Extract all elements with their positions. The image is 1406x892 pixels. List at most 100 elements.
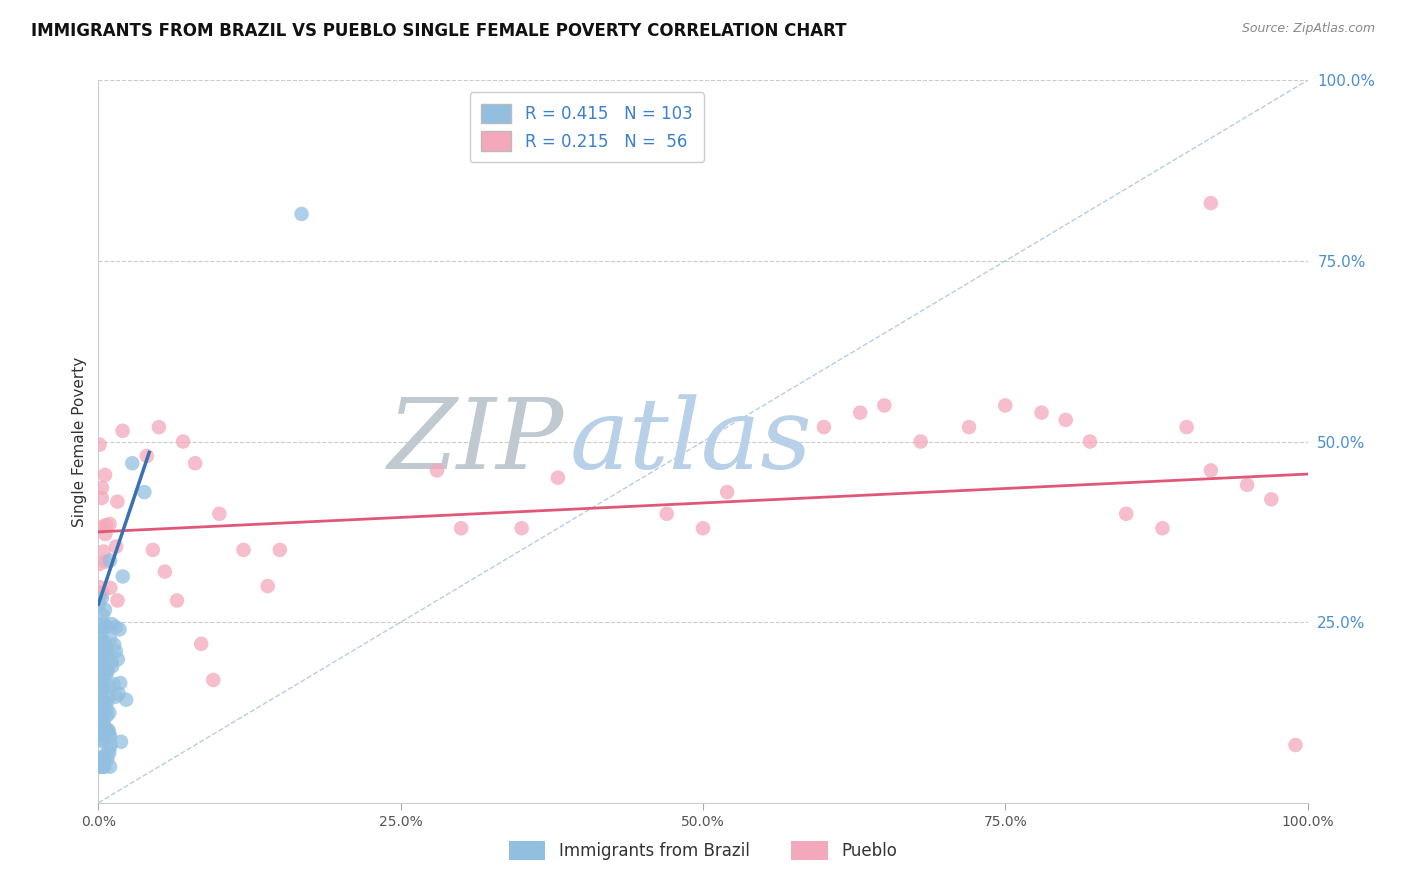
Point xyxy=(93,544,115,558)
Point xyxy=(93,760,115,774)
Legend: Immigrants from Brazil, Pueblo: Immigrants from Brazil, Pueblo xyxy=(502,834,904,867)
Point xyxy=(98,581,121,595)
Point xyxy=(91,657,114,672)
Point xyxy=(994,398,1017,412)
Point xyxy=(1152,521,1174,535)
Point xyxy=(1115,507,1137,521)
Point xyxy=(232,542,254,557)
Point xyxy=(107,652,129,666)
Point xyxy=(107,687,129,701)
Point xyxy=(90,624,112,638)
Point xyxy=(98,706,121,720)
Point xyxy=(256,579,278,593)
Point xyxy=(103,638,125,652)
Point xyxy=(87,717,110,731)
Point xyxy=(716,485,738,500)
Point xyxy=(104,690,127,704)
Point xyxy=(93,658,115,673)
Point xyxy=(873,398,896,412)
Point xyxy=(96,702,118,716)
Point xyxy=(148,420,170,434)
Point xyxy=(97,647,120,661)
Point xyxy=(87,681,110,695)
Point xyxy=(1236,478,1258,492)
Point xyxy=(87,757,110,772)
Point xyxy=(105,540,128,554)
Point xyxy=(134,485,156,500)
Point xyxy=(90,655,112,669)
Point xyxy=(208,507,231,521)
Point xyxy=(1175,420,1198,434)
Point xyxy=(98,742,121,756)
Point xyxy=(90,705,112,719)
Point xyxy=(94,467,117,482)
Point xyxy=(655,507,678,521)
Point xyxy=(90,637,112,651)
Text: IMMIGRANTS FROM BRAZIL VS PUEBLO SINGLE FEMALE POVERTY CORRELATION CHART: IMMIGRANTS FROM BRAZIL VS PUEBLO SINGLE … xyxy=(31,22,846,40)
Point xyxy=(93,760,115,774)
Point xyxy=(957,420,980,434)
Point xyxy=(87,647,110,661)
Point xyxy=(290,207,312,221)
Point xyxy=(104,644,127,658)
Point xyxy=(97,664,120,678)
Point xyxy=(89,752,111,766)
Point xyxy=(115,692,138,706)
Point xyxy=(98,553,121,567)
Point xyxy=(91,646,114,660)
Point xyxy=(87,597,110,611)
Point xyxy=(90,716,112,731)
Point xyxy=(87,727,110,741)
Point xyxy=(89,437,111,451)
Point xyxy=(90,689,112,703)
Point xyxy=(93,752,115,766)
Point xyxy=(142,542,165,557)
Point xyxy=(93,681,115,695)
Point xyxy=(547,470,569,484)
Point xyxy=(89,648,111,662)
Point xyxy=(121,456,143,470)
Point xyxy=(96,696,118,710)
Point xyxy=(202,673,225,687)
Point xyxy=(107,593,129,607)
Point xyxy=(90,698,112,712)
Point xyxy=(89,580,111,594)
Point xyxy=(87,716,110,731)
Point xyxy=(98,726,121,740)
Y-axis label: Single Female Poverty: Single Female Poverty xyxy=(72,357,87,526)
Point xyxy=(89,668,111,682)
Point xyxy=(166,593,188,607)
Point xyxy=(108,676,131,690)
Point xyxy=(90,640,112,655)
Point xyxy=(269,542,291,557)
Point xyxy=(910,434,932,449)
Point xyxy=(91,608,114,623)
Point xyxy=(91,620,114,634)
Point xyxy=(93,665,115,679)
Point xyxy=(94,527,117,541)
Point xyxy=(89,557,111,571)
Point xyxy=(103,677,125,691)
Point xyxy=(1284,738,1306,752)
Point xyxy=(96,752,118,766)
Point xyxy=(96,620,118,634)
Point xyxy=(93,635,115,649)
Point xyxy=(98,632,121,646)
Point xyxy=(1031,406,1053,420)
Point xyxy=(1078,434,1101,449)
Point xyxy=(89,717,111,731)
Point xyxy=(813,420,835,434)
Point xyxy=(96,664,118,678)
Point xyxy=(87,652,110,666)
Point xyxy=(89,722,111,736)
Point xyxy=(94,518,117,533)
Point xyxy=(111,569,134,583)
Point xyxy=(90,751,112,765)
Point xyxy=(93,748,115,763)
Point xyxy=(90,760,112,774)
Point xyxy=(89,658,111,673)
Point xyxy=(89,666,111,681)
Point xyxy=(172,434,194,449)
Point xyxy=(96,708,118,723)
Point xyxy=(426,463,449,477)
